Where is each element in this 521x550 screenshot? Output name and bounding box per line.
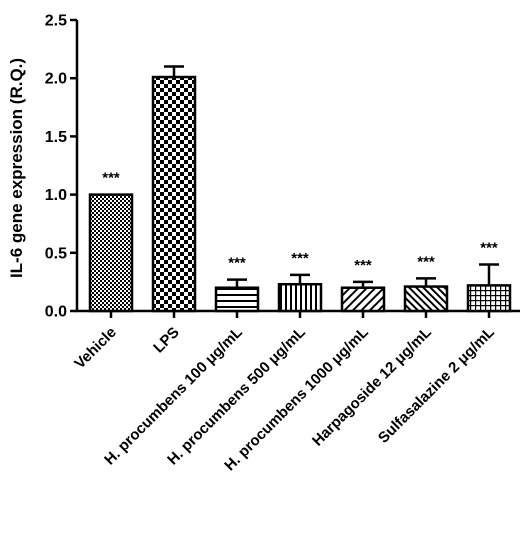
y-tick-label: 1.0 — [45, 187, 67, 204]
x-tick-label: Vehicle — [71, 324, 120, 373]
significance-label: *** — [228, 255, 246, 272]
significance-label: *** — [102, 170, 120, 187]
bar — [277, 282, 323, 313]
x-tick-label: Harpagoside 12 μg/mL — [309, 324, 435, 450]
significance-label: *** — [291, 250, 309, 267]
y-tick-label: 2.5 — [45, 13, 67, 30]
bar — [466, 284, 512, 313]
bar — [214, 286, 260, 313]
bar — [403, 285, 449, 313]
bars: *** *** *** *** *** *** — [88, 65, 512, 313]
y-tick-label: 0.0 — [45, 304, 67, 321]
y-tick-label: 0.5 — [45, 245, 67, 262]
bar — [151, 75, 197, 313]
significance-label: *** — [480, 239, 498, 256]
y-axis-label: IL-6 gene expression (R.Q.) — [7, 58, 26, 278]
x-tick-label: Sulfasalazine 2 μg/mL — [375, 324, 498, 447]
y-tick-label: 1.5 — [45, 129, 67, 146]
bar — [340, 286, 386, 313]
bar — [88, 193, 134, 313]
significance-label: *** — [417, 253, 435, 270]
x-tick-label: LPS — [150, 324, 183, 357]
significance-label: *** — [354, 257, 372, 274]
y-tick-label: 2.0 — [45, 71, 67, 88]
